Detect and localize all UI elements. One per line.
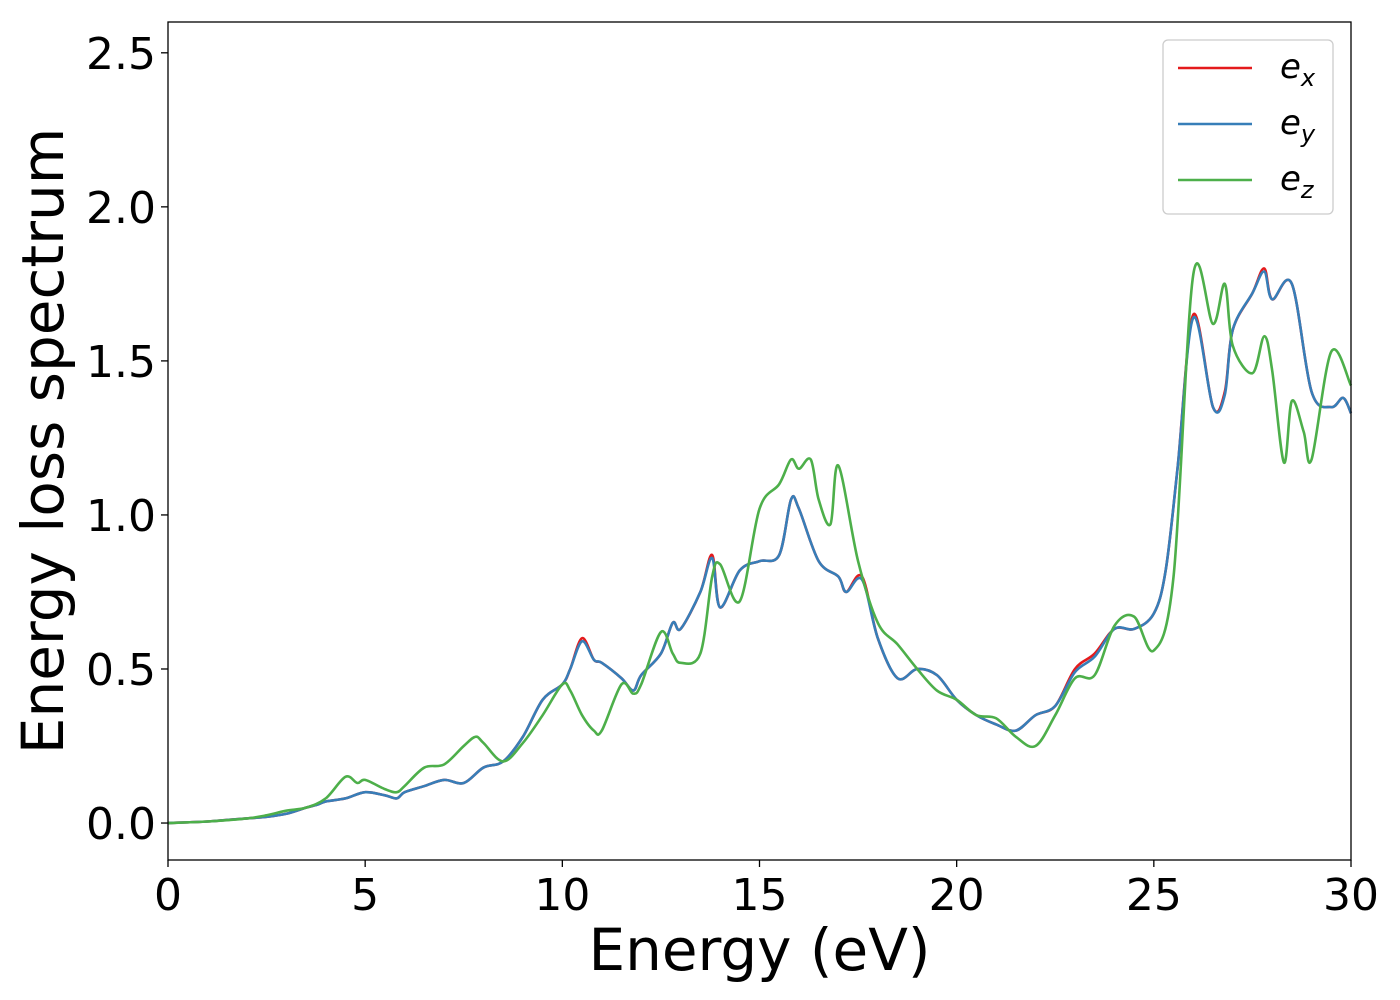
legend-frame (1162, 39, 1334, 215)
x-tick-label: 0 (154, 870, 182, 921)
legend-label-sub: y (1300, 120, 1316, 148)
x-axis: 0 5 10 15 20 25 30 (154, 860, 1379, 921)
series-line-y (167, 270, 1353, 825)
x-axis-title: Energy (eV) (588, 916, 930, 984)
legend-label-base: e (1280, 103, 1301, 143)
plot-lines (167, 262, 1353, 825)
y-axis: 0.0 0.5 1.0 1.5 2.0 2.5 (86, 29, 168, 850)
y-axis-title: Energy loss spectrum (9, 128, 77, 754)
x-tick-label: 30 (1323, 870, 1379, 921)
legend-label-x: ex (1280, 47, 1316, 92)
series-line-z (167, 262, 1353, 825)
legend-label-z: ez (1280, 159, 1315, 204)
series-line-x (167, 267, 1353, 825)
y-tick-label: 1.0 (86, 491, 156, 542)
x-tick-label: 10 (534, 870, 590, 921)
y-tick-label: 0.5 (86, 645, 156, 696)
y-tick-label: 0.0 (86, 799, 156, 850)
legend-label-y: ey (1280, 103, 1316, 148)
x-tick-label: 5 (351, 870, 379, 921)
legend-label-base: e (1280, 159, 1301, 199)
x-tick-label: 15 (732, 870, 788, 921)
legend-label-base: e (1280, 47, 1301, 87)
x-tick-label: 25 (1126, 870, 1182, 921)
y-tick-label: 2.5 (86, 29, 156, 80)
legend-label-sub: z (1300, 176, 1315, 204)
legend-label-sub: x (1300, 64, 1316, 92)
y-tick-label: 1.5 (86, 337, 156, 388)
x-tick-label: 20 (929, 870, 985, 921)
y-tick-label: 2.0 (86, 183, 156, 234)
